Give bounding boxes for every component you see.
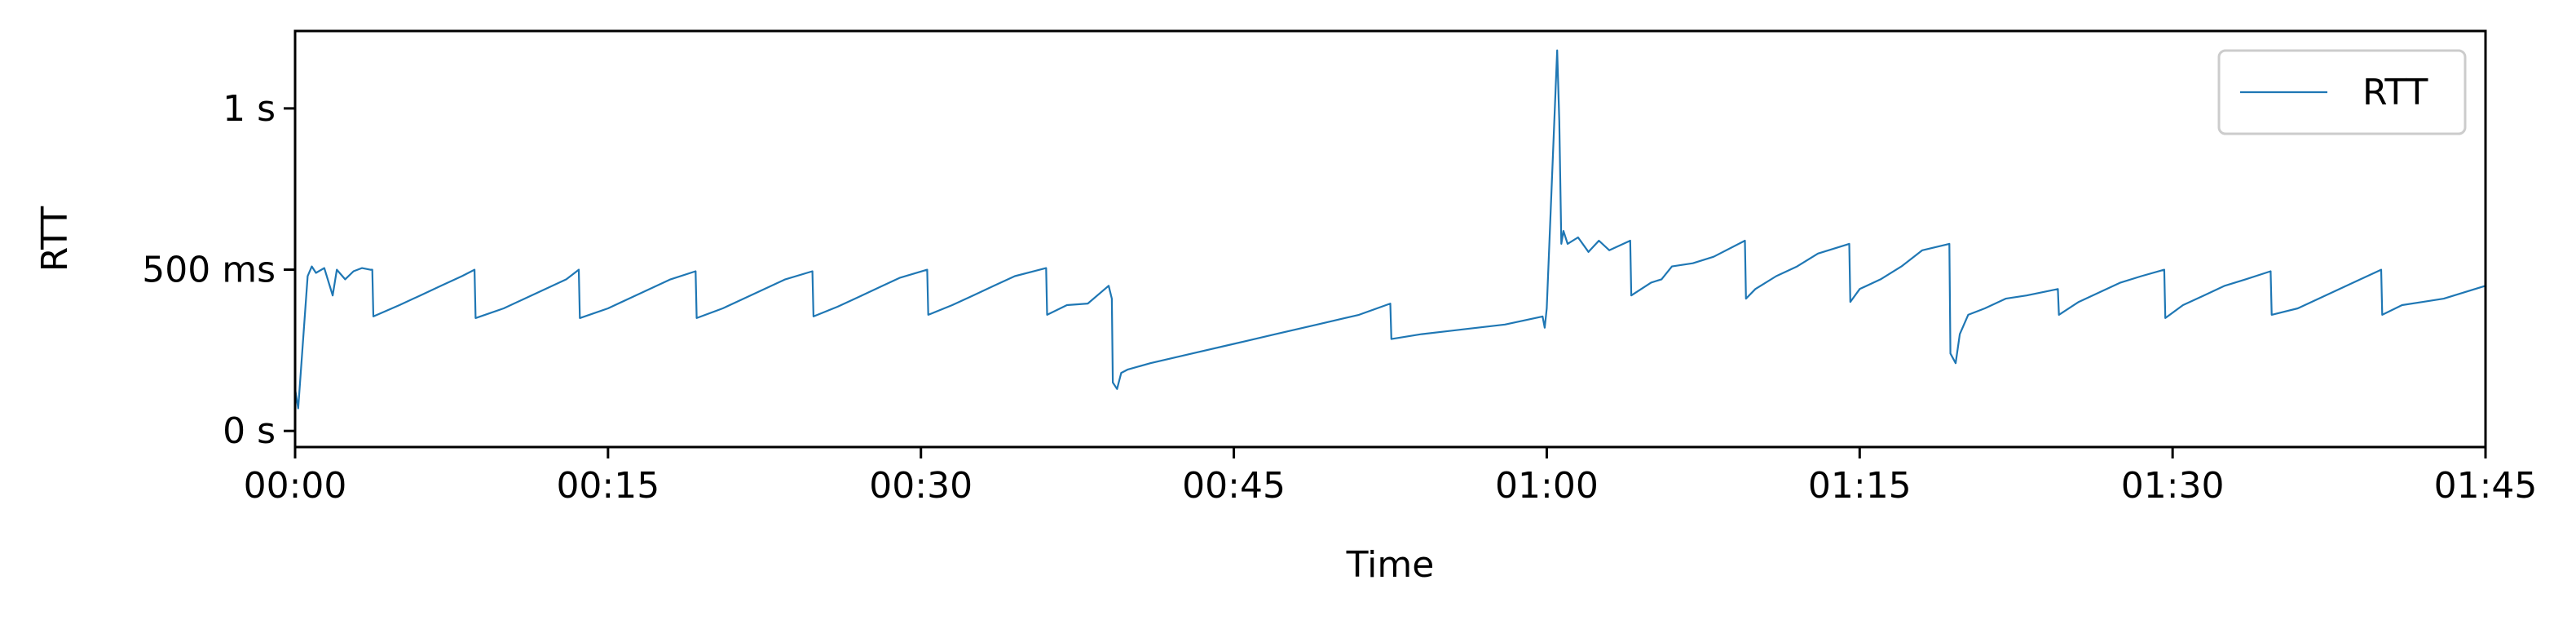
- x-tick-label: 01:45: [2434, 465, 2538, 507]
- rtt-series-line: [293, 49, 2486, 410]
- plot-frame: [293, 29, 2487, 449]
- y-tick-label: 500 ms: [142, 250, 276, 291]
- legend: RTT: [2217, 49, 2467, 135]
- x-tick-label: 00:15: [556, 465, 659, 507]
- x-axis: 00:00 00:15 00:30 00:45 01:00 01:15 01:30 01:45: [244, 447, 2538, 507]
- y-axis: 0 s 500 ms 1 s: [142, 88, 295, 452]
- legend-label-rtt: RTT: [2362, 72, 2428, 113]
- y-axis-title: RTT: [34, 206, 76, 272]
- legend-box: [2217, 49, 2467, 135]
- x-tick-label: 00:30: [869, 465, 973, 507]
- y-tick-label: 1 s: [223, 88, 276, 130]
- x-tick-label: 01:30: [2121, 465, 2225, 507]
- x-tick-label: 00:45: [1182, 465, 1286, 507]
- x-axis-title: Time: [1346, 544, 1435, 586]
- plot-area: [293, 49, 2486, 410]
- x-tick-label: 01:15: [1808, 465, 1912, 507]
- x-tick-label: 01:00: [1495, 465, 1599, 507]
- x-tick-label: 00:00: [244, 465, 347, 507]
- y-tick-label: 0 s: [223, 410, 276, 452]
